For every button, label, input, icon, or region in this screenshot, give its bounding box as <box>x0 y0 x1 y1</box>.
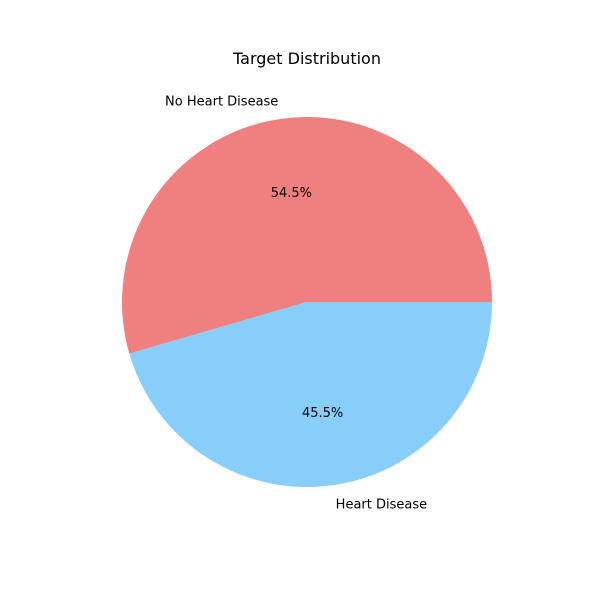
pie-labels: 54.5% No Heart Disease 45.5% Heart Disease <box>165 95 427 513</box>
pie-slice-heart-disease <box>129 302 493 488</box>
pie-percent-label: 54.5% <box>271 186 312 201</box>
pie-slices <box>122 117 493 488</box>
pie-slice-no-heart-disease <box>122 117 492 354</box>
pie-category-label: Heart Disease <box>336 497 427 512</box>
pie-percent-label: 45.5% <box>302 406 343 421</box>
chart-title: Target Distribution <box>232 49 381 68</box>
pie-category-label: No Heart Disease <box>165 95 278 110</box>
